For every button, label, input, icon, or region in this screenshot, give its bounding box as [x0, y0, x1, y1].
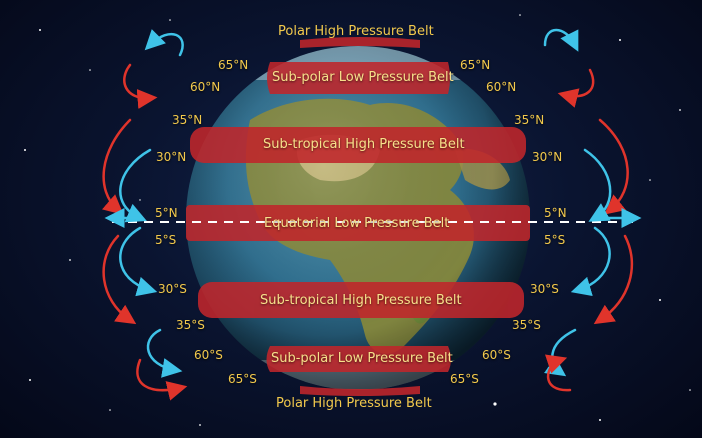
top-belt-label: Polar High Pressure Belt: [278, 24, 434, 39]
latitude-left-65s: 65°S: [228, 372, 257, 386]
latitude-left-60n: 60°N: [190, 80, 221, 94]
bottom-belt-label: Polar High Pressure Belt: [276, 396, 432, 411]
pressure-belt-bands: [186, 37, 530, 396]
latitude-left-60s: 60°S: [194, 348, 223, 362]
curved-arrow-icon: [593, 234, 634, 325]
belt-label-subpolar-north: Sub-polar Low Pressure Belt: [272, 70, 454, 85]
curved-arrow-icon: [583, 148, 612, 222]
circulation-left: [102, 29, 188, 401]
circulation-right: [543, 28, 642, 392]
curved-arrow-icon: [543, 28, 579, 52]
latitude-right-65s: 65°S: [450, 372, 479, 386]
latitude-right-30n: 30°N: [532, 150, 563, 164]
curved-arrow-icon: [144, 29, 184, 57]
curved-arrow-icon: [598, 118, 629, 215]
latitude-right-35n: 35°N: [514, 113, 545, 127]
latitude-left-65n: 65°N: [218, 58, 249, 72]
belt-band-subpolar-south: [266, 346, 451, 372]
belt-label-subtropical-north: Sub-tropical High Pressure Belt: [263, 137, 465, 152]
latitude-right-60n: 60°N: [486, 80, 517, 94]
curved-arrow-icon: [570, 226, 611, 297]
latitude-left-5s: 5°S: [155, 233, 177, 247]
latitude-right-30s: 30°S: [530, 282, 559, 296]
belt-label-equatorial: Equatorial Low Pressure Belt: [264, 216, 450, 231]
latitude-left-5n: 5°N: [155, 206, 178, 220]
belt-label-subtropical-south: Sub-tropical High Pressure Belt: [260, 293, 462, 308]
curved-arrow-icon: [136, 358, 188, 401]
belt-label-subpolar-south: Sub-polar Low Pressure Belt: [271, 351, 453, 366]
curved-arrow-icon: [146, 328, 183, 378]
curved-arrow-icon: [544, 354, 572, 392]
curved-arrow-icon: [557, 68, 595, 108]
latitude-right-60s: 60°S: [482, 348, 511, 362]
curved-arrow-icon: [102, 234, 137, 325]
latitude-right-5s: 5°S: [544, 233, 566, 247]
latitude-right-35s: 35°S: [512, 318, 541, 332]
curved-arrow-icon: [544, 328, 577, 377]
curved-arrow-icon: [123, 63, 158, 109]
latitude-right-65n: 65°N: [460, 58, 491, 72]
curved-arrow-icon: [119, 148, 152, 223]
belt-band-subpolar-north: [267, 62, 450, 94]
latitude-left-35s: 35°S: [176, 318, 205, 332]
starfield: [24, 14, 691, 426]
curved-arrow-icon: [119, 226, 158, 297]
latitude-right-5n: 5°N: [544, 206, 567, 220]
latitude-left-30n: 30°N: [156, 150, 187, 164]
latitude-left-35n: 35°N: [172, 113, 203, 127]
belt-band-subtropical-south: [198, 282, 524, 318]
belt-band-subtropical-north: [190, 127, 526, 163]
latitude-left-30s: 30°S: [158, 282, 187, 296]
curved-arrow-icon: [102, 118, 132, 215]
